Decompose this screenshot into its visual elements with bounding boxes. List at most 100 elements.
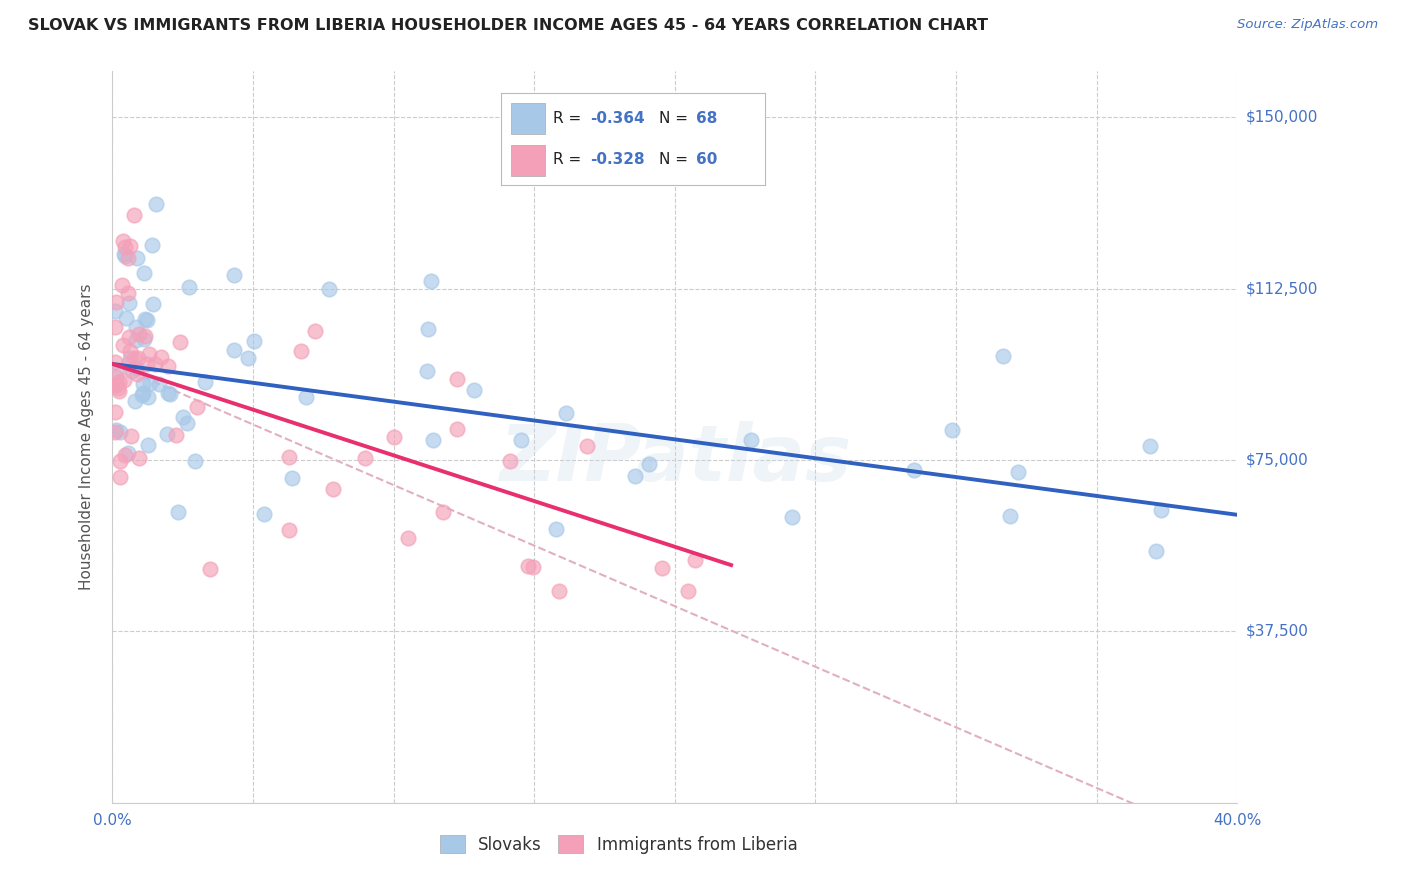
Point bbox=[114, 249, 136, 263]
Point bbox=[139, 376, 162, 391]
Point bbox=[114, 310, 136, 325]
Point bbox=[124, 360, 146, 375]
Point bbox=[104, 405, 127, 419]
Point bbox=[135, 312, 157, 326]
Point bbox=[104, 377, 127, 392]
Point bbox=[166, 505, 188, 519]
Point bbox=[176, 416, 198, 430]
Point bbox=[148, 377, 170, 392]
Point bbox=[941, 423, 963, 437]
Point bbox=[546, 522, 568, 536]
Point bbox=[576, 439, 599, 453]
Point bbox=[1150, 503, 1173, 517]
Point bbox=[124, 394, 146, 409]
Point bbox=[554, 406, 576, 420]
Text: Source: ZipAtlas.com: Source: ZipAtlas.com bbox=[1237, 18, 1378, 31]
Point bbox=[1139, 439, 1161, 453]
Point bbox=[107, 381, 129, 395]
Point bbox=[111, 338, 134, 352]
Point bbox=[105, 364, 128, 378]
Point bbox=[132, 386, 155, 401]
Point bbox=[650, 561, 672, 575]
Point bbox=[998, 508, 1021, 523]
Point bbox=[108, 425, 131, 440]
Point bbox=[118, 330, 141, 344]
Point bbox=[143, 357, 166, 371]
Point bbox=[105, 294, 128, 309]
Point bbox=[186, 400, 208, 414]
Point bbox=[637, 458, 659, 472]
Point bbox=[118, 295, 141, 310]
Point bbox=[105, 423, 128, 437]
Text: $150,000: $150,000 bbox=[1246, 110, 1317, 125]
Point bbox=[683, 553, 706, 567]
Point bbox=[111, 277, 134, 292]
Point bbox=[165, 427, 187, 442]
Point bbox=[396, 531, 419, 545]
Point bbox=[104, 378, 127, 392]
Y-axis label: Householder Income Ages 45 - 64 years: Householder Income Ages 45 - 64 years bbox=[79, 284, 94, 591]
Point bbox=[177, 280, 200, 294]
Point bbox=[420, 274, 443, 288]
Point bbox=[114, 240, 136, 254]
Point bbox=[782, 510, 804, 524]
Point bbox=[134, 311, 156, 326]
Point bbox=[522, 560, 544, 574]
Point bbox=[294, 390, 316, 404]
Point bbox=[120, 429, 142, 443]
Point bbox=[242, 334, 264, 349]
Point bbox=[446, 422, 468, 436]
Point bbox=[169, 335, 191, 350]
Point bbox=[107, 384, 129, 398]
Point bbox=[118, 351, 141, 366]
Point bbox=[104, 425, 127, 439]
Point bbox=[353, 450, 375, 465]
Point bbox=[127, 351, 149, 366]
Point bbox=[509, 433, 531, 447]
Point bbox=[463, 384, 485, 398]
Point bbox=[547, 584, 569, 599]
Point bbox=[117, 357, 139, 371]
Point bbox=[236, 351, 259, 365]
Point bbox=[149, 350, 172, 364]
Point bbox=[159, 386, 181, 401]
Point bbox=[141, 238, 163, 252]
Point bbox=[125, 333, 148, 347]
Point bbox=[136, 358, 159, 372]
Text: ZIPatlas: ZIPatlas bbox=[499, 421, 851, 497]
Point bbox=[277, 450, 299, 465]
Point bbox=[117, 286, 139, 301]
Point bbox=[422, 434, 444, 448]
Point bbox=[120, 239, 142, 253]
Point bbox=[112, 246, 135, 260]
Point bbox=[118, 344, 141, 359]
Point bbox=[132, 333, 155, 347]
Point bbox=[278, 523, 301, 537]
Point bbox=[184, 454, 207, 468]
Point bbox=[128, 327, 150, 342]
Point bbox=[1144, 544, 1167, 558]
Point bbox=[104, 355, 127, 369]
Point bbox=[172, 409, 194, 424]
Point bbox=[125, 320, 148, 334]
Point bbox=[136, 438, 159, 452]
Point bbox=[121, 363, 143, 377]
Point bbox=[105, 370, 128, 384]
Point bbox=[132, 376, 155, 391]
Point bbox=[145, 197, 167, 211]
Point bbox=[117, 251, 139, 265]
Point bbox=[318, 282, 340, 296]
Point bbox=[1007, 465, 1029, 479]
Point bbox=[903, 463, 925, 477]
Point bbox=[432, 505, 454, 519]
Point bbox=[138, 347, 160, 361]
Point bbox=[499, 454, 522, 468]
Point bbox=[134, 329, 156, 343]
Point bbox=[991, 349, 1014, 363]
Point bbox=[156, 427, 179, 442]
Point bbox=[446, 372, 468, 386]
Point bbox=[194, 375, 217, 389]
Point bbox=[253, 508, 276, 522]
Point bbox=[131, 388, 153, 402]
Point bbox=[117, 446, 139, 460]
